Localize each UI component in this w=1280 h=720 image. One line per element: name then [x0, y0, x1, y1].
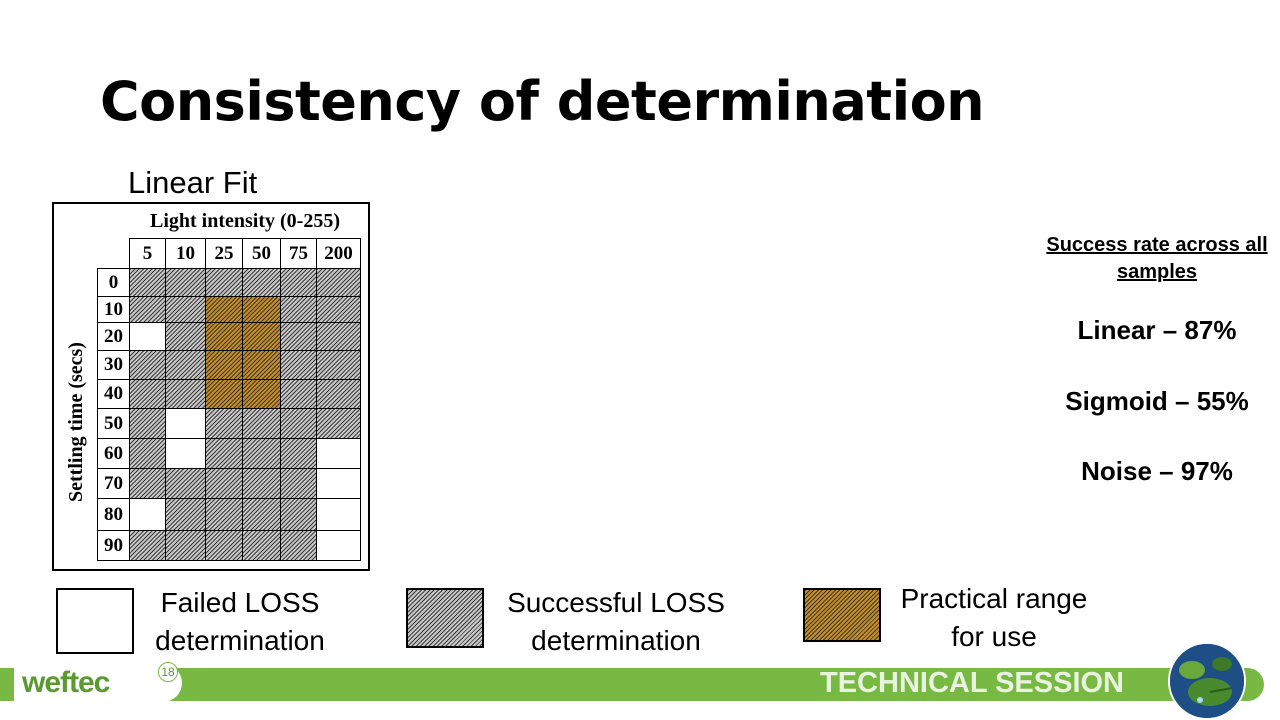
weftec-logo-badge: 18 [158, 662, 178, 682]
row-header-80: 80 [97, 498, 130, 531]
matrix-cell [129, 268, 166, 297]
matrix-cell [316, 296, 361, 323]
row-header-50: 50 [97, 408, 130, 439]
matrix-cell [129, 438, 166, 469]
matrix-cell [316, 498, 361, 531]
matrix-cell [316, 468, 361, 499]
row-header-70: 70 [97, 468, 130, 499]
results-matrix-frame [52, 202, 370, 571]
row-header-60: 60 [97, 438, 130, 469]
lilypad-photo-icon [1168, 642, 1246, 720]
matrix-cell [129, 408, 166, 439]
matrix-cell [316, 438, 361, 469]
matrix-cell [205, 438, 243, 469]
matrix-cell [165, 322, 206, 351]
matrix-cell [280, 350, 317, 380]
matrix-cell [316, 268, 361, 297]
column-header-50: 50 [242, 238, 281, 269]
footer-bar [0, 668, 1264, 701]
matrix-cell [165, 350, 206, 380]
matrix-cell [280, 379, 317, 409]
row-header-10: 10 [97, 296, 130, 323]
matrix-cell [165, 379, 206, 409]
matrix-cell [165, 530, 206, 561]
matrix-cell [316, 530, 361, 561]
footer-session-label: TECHNICAL SESSION [820, 667, 1125, 699]
matrix-cell [205, 379, 243, 409]
legend-successful-label: Successful LOSS determination [507, 587, 725, 656]
linear-rate: Linear – 87% [1077, 315, 1237, 345]
legend-practical-label: Practical range for use [900, 583, 1088, 652]
matrix-cell [165, 296, 206, 323]
row-header-90: 90 [97, 530, 130, 561]
matrix-cell [129, 350, 166, 380]
matrix-cell [280, 498, 317, 531]
matrix-cell [242, 268, 281, 297]
x-axis-label: Light intensity (0-255) [150, 210, 340, 232]
matrix-cell [165, 438, 206, 469]
matrix-cell [242, 322, 281, 351]
matrix-cell [316, 408, 361, 439]
footer-logo-plate [14, 664, 182, 702]
matrix-cell [316, 350, 361, 380]
matrix-cell [129, 468, 166, 499]
matrix-cell [205, 408, 243, 439]
matrix-cell [129, 322, 166, 351]
matrix-cell [205, 468, 243, 499]
legend-failed-label: Failed LOSS determination [155, 587, 325, 656]
matrix-cell [165, 498, 206, 531]
matrix-cell [242, 498, 281, 531]
column-header-200: 200 [316, 238, 361, 269]
matrix-cell [316, 379, 361, 409]
matrix-cell [242, 468, 281, 499]
matrix-cell [205, 350, 243, 380]
column-header-5: 5 [129, 238, 166, 269]
row-header-0: 0 [97, 268, 130, 297]
legend-failed-swatch [56, 588, 134, 654]
row-header-20: 20 [97, 322, 130, 351]
matrix-cell [129, 498, 166, 531]
matrix-cell [242, 296, 281, 323]
matrix-cell [205, 530, 243, 561]
column-header-25: 25 [205, 238, 243, 269]
y-axis-label: Settling time (secs) [65, 342, 87, 502]
matrix-cell [205, 296, 243, 323]
matrix-cell [242, 438, 281, 469]
matrix-cell [165, 268, 206, 297]
matrix-cell [280, 438, 317, 469]
matrix-cell [205, 322, 243, 351]
matrix-cell [205, 268, 243, 297]
weftec-logo: weftec [22, 666, 110, 699]
noise-rate: Noise – 97% [1081, 456, 1233, 486]
matrix-cell [280, 322, 317, 351]
legend-successful-swatch [406, 588, 484, 648]
matrix-cell [242, 408, 281, 439]
matrix-cell [280, 530, 317, 561]
row-header-30: 30 [97, 350, 130, 380]
matrix-cell [165, 408, 206, 439]
slide-subtitle: Linear Fit [128, 165, 258, 200]
column-header-75: 75 [280, 238, 317, 269]
column-header-10: 10 [165, 238, 206, 269]
success-rate-heading: Success rate across all samples [1046, 234, 1268, 283]
slide-title: Consistency of determination [100, 70, 985, 133]
matrix-cell [280, 408, 317, 439]
matrix-cell [280, 268, 317, 297]
row-header-40: 40 [97, 379, 130, 409]
matrix-cell [165, 468, 206, 499]
matrix-cell [242, 350, 281, 380]
sigmoid-rate: Sigmoid – 55% [1065, 386, 1249, 416]
matrix-cell [280, 468, 317, 499]
matrix-cell [242, 379, 281, 409]
matrix-cell [205, 498, 243, 531]
matrix-cell [316, 322, 361, 351]
matrix-cell [280, 296, 317, 323]
matrix-cell [129, 379, 166, 409]
matrix-cell [129, 530, 166, 561]
legend-practical-swatch [803, 588, 881, 642]
matrix-cell [129, 296, 166, 323]
matrix-cell [242, 530, 281, 561]
